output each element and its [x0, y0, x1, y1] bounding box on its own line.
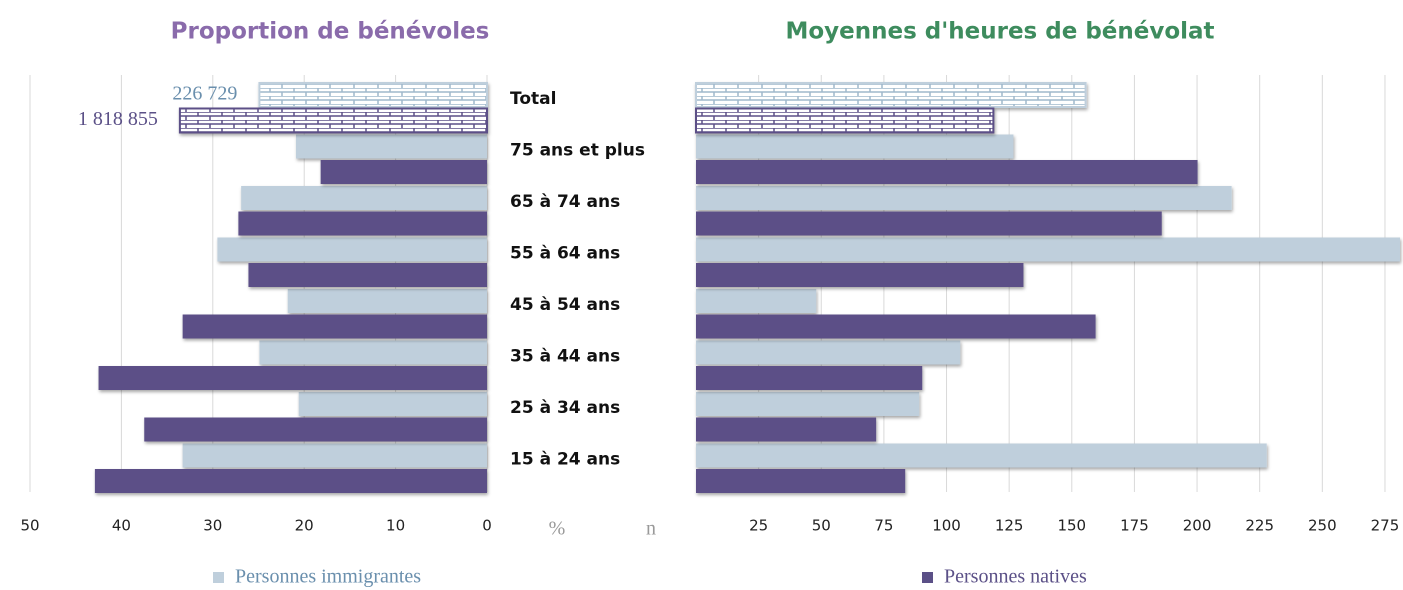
- bar: [182, 314, 487, 339]
- bar: [696, 443, 1267, 468]
- category-label: 45 à 54 ans: [510, 295, 620, 315]
- legend-swatch: [922, 572, 933, 583]
- bar: [295, 134, 487, 159]
- bar: [696, 469, 906, 493]
- x-tick-label: 25: [749, 517, 768, 535]
- bar: [695, 107, 995, 134]
- category-label: Total: [510, 89, 556, 109]
- bar: [287, 289, 487, 313]
- bar: [258, 82, 488, 108]
- bar: [696, 211, 1162, 236]
- chart-title: Proportion de bénévoles: [171, 19, 490, 45]
- category-label: 25 à 34 ans: [510, 398, 620, 418]
- bar: [217, 237, 487, 262]
- annotation: 226 729: [172, 83, 237, 105]
- bar: [98, 366, 488, 390]
- chart-title: Moyennes d'heures de bénévolat: [785, 19, 1214, 45]
- bar: [696, 366, 923, 390]
- x-tick-label: 50: [20, 517, 39, 535]
- x-tick-label: 20: [295, 517, 314, 535]
- bar: [696, 134, 1014, 159]
- bar: [248, 263, 487, 287]
- x-axis-unit: n: [646, 518, 656, 540]
- bar: [696, 237, 1400, 262]
- x-tick-label: 150: [1057, 517, 1086, 535]
- legend-label: Personnes natives: [944, 566, 1087, 588]
- bar: [696, 263, 1024, 287]
- x-tick-label: 275: [1371, 517, 1400, 535]
- category-label: 65 à 74 ans: [510, 192, 620, 212]
- bar: [94, 469, 488, 493]
- x-axis-unit: %: [549, 518, 566, 540]
- x-tick-label: 40: [112, 517, 131, 535]
- bar: [696, 186, 1232, 210]
- bar: [696, 160, 1198, 184]
- bar: [695, 82, 1087, 108]
- category-label: 15 à 24 ans: [510, 450, 620, 470]
- bar: [696, 289, 817, 313]
- bar: [696, 417, 877, 442]
- x-tick-label: 75: [874, 517, 893, 535]
- bar: [241, 186, 487, 210]
- bar: [238, 211, 487, 236]
- legend-label: Personnes immigrantes: [235, 566, 421, 588]
- bar: [178, 107, 488, 134]
- bar: [144, 417, 487, 442]
- x-tick-label: 30: [203, 517, 222, 535]
- x-tick-label: 200: [1183, 517, 1212, 535]
- annotation: 1 818 855: [78, 108, 158, 130]
- x-tick-label: 250: [1308, 517, 1337, 535]
- bar: [696, 392, 920, 416]
- bar: [696, 340, 961, 365]
- bar: [298, 392, 487, 416]
- x-tick-label: 225: [1245, 517, 1274, 535]
- category-label: 75 ans et plus: [510, 141, 645, 161]
- x-tick-label: 0: [482, 517, 492, 535]
- category-label: 35 à 44 ans: [510, 347, 620, 367]
- bar: [259, 340, 487, 365]
- x-tick-label: 100: [932, 517, 961, 535]
- category-label: 55 à 64 ans: [510, 244, 620, 264]
- bar: [182, 443, 487, 468]
- x-tick-label: 175: [1120, 517, 1149, 535]
- bar: [320, 160, 487, 184]
- legend-swatch: [213, 572, 224, 583]
- bar: [696, 314, 1096, 339]
- x-tick-label: 125: [995, 517, 1024, 535]
- x-tick-label: 50: [812, 517, 831, 535]
- x-tick-label: 10: [386, 517, 405, 535]
